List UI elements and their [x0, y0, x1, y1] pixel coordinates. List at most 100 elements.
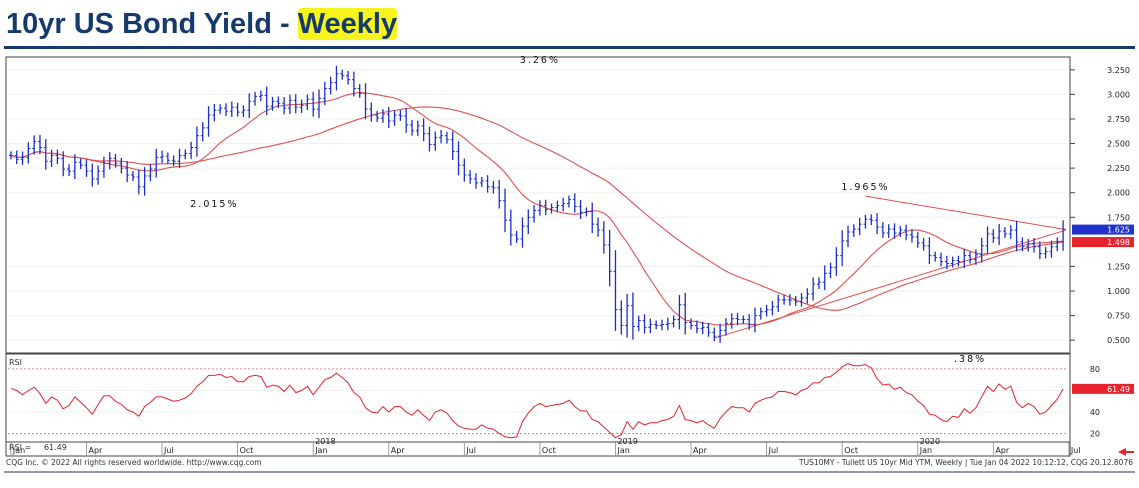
weekly-bar: [566, 195, 571, 208]
weekly-bar: [584, 207, 589, 217]
weekly-bar: [485, 175, 490, 193]
weekly-bar: [247, 93, 252, 119]
price-tick-label: 2.750: [1107, 115, 1130, 124]
date-axis-frame: [5, 441, 1071, 457]
weekly-bar: [811, 277, 816, 301]
weekly-bar: [939, 252, 944, 267]
weekly-bar: [822, 265, 827, 291]
moving-average-13: [10, 91, 1064, 326]
weekly-bar: [572, 193, 577, 213]
rsi-last-value-tag: [1072, 383, 1134, 394]
rsi-line: [10, 362, 1064, 439]
weekly-bar: [659, 319, 664, 331]
month-label: Jul: [163, 446, 174, 455]
weekly-bar: [177, 148, 182, 168]
weekly-bar: [607, 229, 612, 287]
weekly-bar: [264, 86, 269, 116]
weekly-bar: [392, 110, 397, 126]
weekly-bar: [334, 65, 339, 91]
weekly-bar: [1014, 220, 1019, 252]
weekly-bar: [276, 96, 281, 109]
weekly-bar: [904, 224, 909, 241]
weekly-bar: [90, 163, 95, 187]
weekly-bar: [194, 126, 199, 157]
title-highlight: Weekly: [297, 8, 398, 40]
month-label: Apr: [391, 446, 406, 455]
weekly-bar: [880, 222, 885, 238]
price-tick-label: 2.500: [1107, 140, 1130, 149]
weekly-bar: [410, 120, 415, 136]
weekly-bar: [258, 90, 263, 102]
weekly-bar: [508, 209, 513, 246]
weekly-bar: [235, 102, 240, 117]
weekly-bar: [718, 323, 723, 343]
weekly-bar: [20, 151, 25, 166]
rsi-last-value-text: 61.49: [1107, 385, 1130, 394]
weekly-bar: [37, 134, 42, 155]
weekly-bar: [287, 94, 292, 114]
weekly-bar: [1020, 237, 1025, 252]
weekly-bar: [154, 148, 159, 178]
weekly-bar: [142, 167, 147, 196]
weekly-bar: [8, 151, 13, 160]
weekly-bar: [857, 217, 862, 236]
weekly-bar: [537, 200, 542, 216]
weekly-bar: [543, 199, 548, 216]
weekly-bar: [1055, 237, 1060, 252]
weekly-bar: [293, 94, 298, 114]
weekly-bar: [113, 153, 118, 168]
weekly-bar: [503, 188, 508, 233]
weekly-bar: [14, 150, 19, 165]
weekly-bar: [351, 71, 356, 97]
weekly-bar: [735, 312, 740, 326]
weekly-bar: [828, 262, 833, 279]
weekly-bar: [840, 230, 845, 267]
weekly-bar: [328, 76, 333, 95]
weekly-bar: [723, 318, 728, 336]
weekly-bar: [1008, 225, 1013, 239]
weekly-bar: [1043, 246, 1048, 259]
uptrend-line: [714, 229, 1067, 339]
weekly-bar: [130, 171, 135, 181]
weekly-bar: [520, 217, 525, 248]
weekly-bar: [1032, 238, 1037, 253]
month-label: Jan: [314, 446, 327, 455]
weekly-bar: [189, 141, 194, 160]
weekly-bar: [555, 200, 560, 213]
weekly-bar: [962, 248, 967, 269]
weekly-bar: [200, 122, 205, 142]
weekly-bar: [654, 320, 659, 330]
moving-average-40: [10, 106, 1064, 311]
last-value-tag-text: 1.625: [1107, 226, 1130, 235]
weekly-bar: [212, 103, 217, 122]
price-tick-label: 1.000: [1107, 287, 1130, 296]
weekly-bar: [444, 131, 449, 144]
weekly-bar: [683, 292, 688, 335]
weekly-bar: [886, 224, 891, 238]
weekly-bar: [1037, 241, 1042, 259]
price-tick-label: 0.500: [1107, 336, 1130, 345]
weekly-bar: [514, 231, 519, 243]
weekly-bar: [770, 300, 775, 316]
weekly-bar: [997, 223, 1002, 246]
month-label: Oct: [844, 446, 858, 455]
weekly-bar: [875, 213, 880, 235]
weekly-bar: [305, 94, 310, 111]
weekly-bar: [43, 139, 48, 170]
scroll-left-arrow-icon[interactable]: [1118, 448, 1134, 456]
weekly-bar: [898, 226, 903, 237]
month-label: Jul: [768, 446, 779, 455]
weekly-bar: [712, 327, 717, 342]
price-annotation: 2.015%: [190, 199, 238, 210]
weekly-bar: [747, 314, 752, 330]
weekly-bar: [915, 232, 920, 248]
weekly-bar: [491, 181, 496, 194]
footer-symbol-info: TUS10MY - Tullett US 10yr Mid YTM, Weekl…: [798, 458, 1133, 467]
month-label: Jul: [465, 446, 476, 455]
weekly-bar: [752, 307, 757, 333]
weekly-bar: [805, 288, 810, 304]
month-label: Oct: [240, 446, 254, 455]
title-text: 10yr US Bond Yield -: [6, 8, 298, 40]
weekly-bar: [67, 164, 72, 176]
weekly-bar: [851, 224, 856, 237]
